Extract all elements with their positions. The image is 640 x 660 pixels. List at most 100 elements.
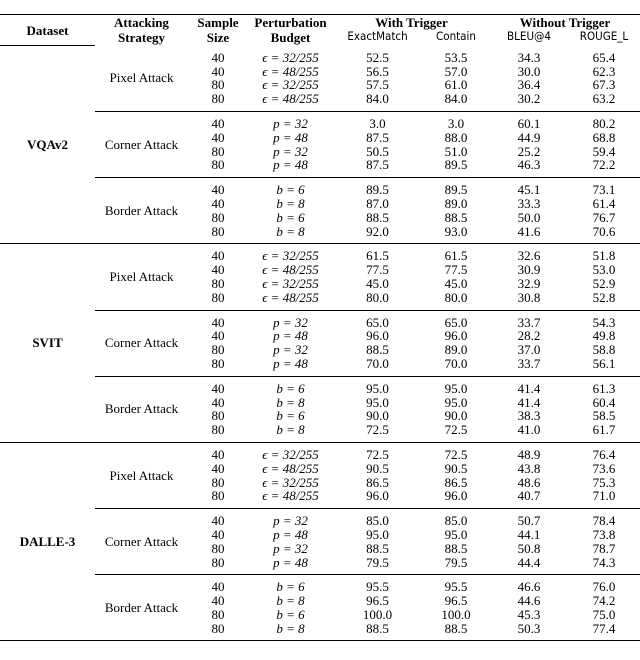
strategy-name: Pixel Attack [109,70,174,86]
value-cell: 43.8 [517,460,541,476]
value-cell: 84.0 [366,91,389,107]
value-cell: 95.5 [422,574,490,595]
value-cell: 48.9 [490,441,568,462]
value-cell: 90.0 [444,408,468,424]
value-cell: 89.0 [444,195,468,211]
budget-cell: b = 8 [276,394,305,410]
value-cell: 40 [211,328,225,344]
table-row: 80 ϵ = 48/255 80.0 80.0 30.8 52.8 [0,289,640,310]
value-cell: 40 [188,574,248,595]
value-cell: 88.5 [444,620,468,636]
value-cell: 79.5 [444,554,468,570]
budget-cell: p = 32 [273,342,308,358]
value-cell: 87.5 [366,157,389,173]
value-cell: 72.5 [366,422,389,438]
table-row: Border Attack 40 b = 6 89.5 89.5 45.1 73.1 [0,177,640,244]
value-cell: 45.0 [444,275,468,291]
value-cell: 57.0 [444,63,468,79]
value-cell: 90.5 [366,460,389,476]
table-row: 40 b = 8 96.5 96.5 44.6 74.2 [0,594,640,608]
value-cell: 72.5 [333,441,422,462]
value-cell: 40 [188,309,248,330]
value-cell: 74.2 [592,593,616,609]
value-cell: 57.5 [366,77,389,93]
strategy-name: Pixel Attack [95,441,188,509]
table-row: Corner Attack 40 p = 32 3.0 3.0 60.1 80.2 [0,110,640,178]
value-cell: 53.5 [444,49,468,65]
value-cell: 61.4 [592,195,616,211]
budget-cell: ϵ = 48/255 [262,262,319,278]
value-cell: 45.1 [490,177,568,197]
value-cell: 80 [211,474,225,490]
table-row: 80 b = 8 72.5 72.5 41.0 61.7 [0,423,640,442]
value-cell: 80.2 [568,110,640,131]
value-cell: 50.3 [517,620,541,636]
metric-header: BLEU@4 [507,29,551,43]
value-cell: 89.5 [422,177,490,197]
value-cell: 85.0 [333,508,422,528]
value-cell: 53.0 [592,262,616,278]
value-cell: 40 [211,49,225,65]
budget-cell: b = 6 [276,408,305,424]
value-cell: 30.9 [517,262,541,278]
value-cell: 52.5 [366,49,389,65]
value-cell: 80 [211,77,225,93]
value-cell: 80 [211,143,225,159]
value-cell: 33.3 [517,195,541,211]
value-cell: 80 [211,488,225,504]
budget-cell: p = 48 [273,129,308,145]
table-row: 40 p = 48 87.5 88.0 44.9 68.8 [0,129,640,145]
value-cell: 65.0 [422,309,490,330]
value-cell: 60.1 [490,110,568,131]
table-row: DALLE-3 Pixel Attack 40 ϵ = 32/255 72.5 72.5 4… [0,441,640,641]
value-cell: 88.5 [444,209,468,225]
value-cell: 80 [211,540,225,556]
value-cell: 48.6 [517,474,541,490]
strategy-name: Corner Attack [95,309,188,377]
table-row: 40 ϵ = 48/255 77.5 77.5 30.9 53.0 [0,263,640,277]
value-cell: 52.8 [592,289,616,305]
value-cell: 46.3 [517,157,541,173]
value-cell: 89.5 [333,177,422,197]
value-cell: 96.0 [366,488,389,504]
value-cell: 73.8 [592,526,616,542]
value-cell: 89.0 [444,342,468,358]
value-cell: 54.3 [568,309,640,330]
value-cell: 40 [188,243,248,264]
value-cell: 32.6 [490,243,568,264]
value-cell: 80.0 [444,289,468,305]
table-row: Corner Attack 40 p = 32 65.0 65.0 33.7 54.3 [0,309,640,377]
value-cell: 3.0 [422,110,490,131]
value-cell: 50.7 [490,508,568,528]
value-cell: 88.5 [366,540,389,556]
strategy-name: Border Attack [95,574,188,641]
budget-cell: p = 32 [273,143,308,159]
table-row: 40 b = 8 95.0 95.0 41.4 60.4 [0,394,640,410]
value-cell: 84.0 [444,91,468,107]
table-row: Border Attack 40 b = 6 95.5 95.5 46.6 76.0 [0,574,640,641]
table-row: 40 ϵ = 48/255 90.5 90.5 43.8 73.6 [0,460,640,476]
value-cell: 76.0 [568,574,640,595]
value-cell: 44.1 [517,526,541,542]
budget-cell: b = 8 [276,195,305,211]
value-cell: 40 [211,63,225,79]
dataset-name: SVIT [0,243,95,443]
value-cell: 40 [211,129,225,145]
value-cell: 88.5 [366,620,389,636]
value-cell: 40 [211,593,225,609]
budget-cell: b = 6 [248,177,333,197]
budget-cell: p = 32 [273,540,308,556]
value-cell: 92.0 [366,223,389,239]
value-cell: 70.0 [444,355,468,371]
metric-header: Contain [436,29,476,43]
value-cell: 56.5 [366,63,389,79]
value-cell: 96.0 [444,328,468,344]
table-row: 80 ϵ = 32/255 45.0 45.0 32.9 52.9 [0,277,640,291]
value-cell: 77.5 [366,262,389,278]
value-cell: 96.0 [444,488,468,504]
value-cell: 80 [211,606,225,622]
value-cell: 41.4 [517,394,541,410]
budget-cell: b = 6 [248,375,333,396]
value-cell: 65.0 [333,309,422,330]
